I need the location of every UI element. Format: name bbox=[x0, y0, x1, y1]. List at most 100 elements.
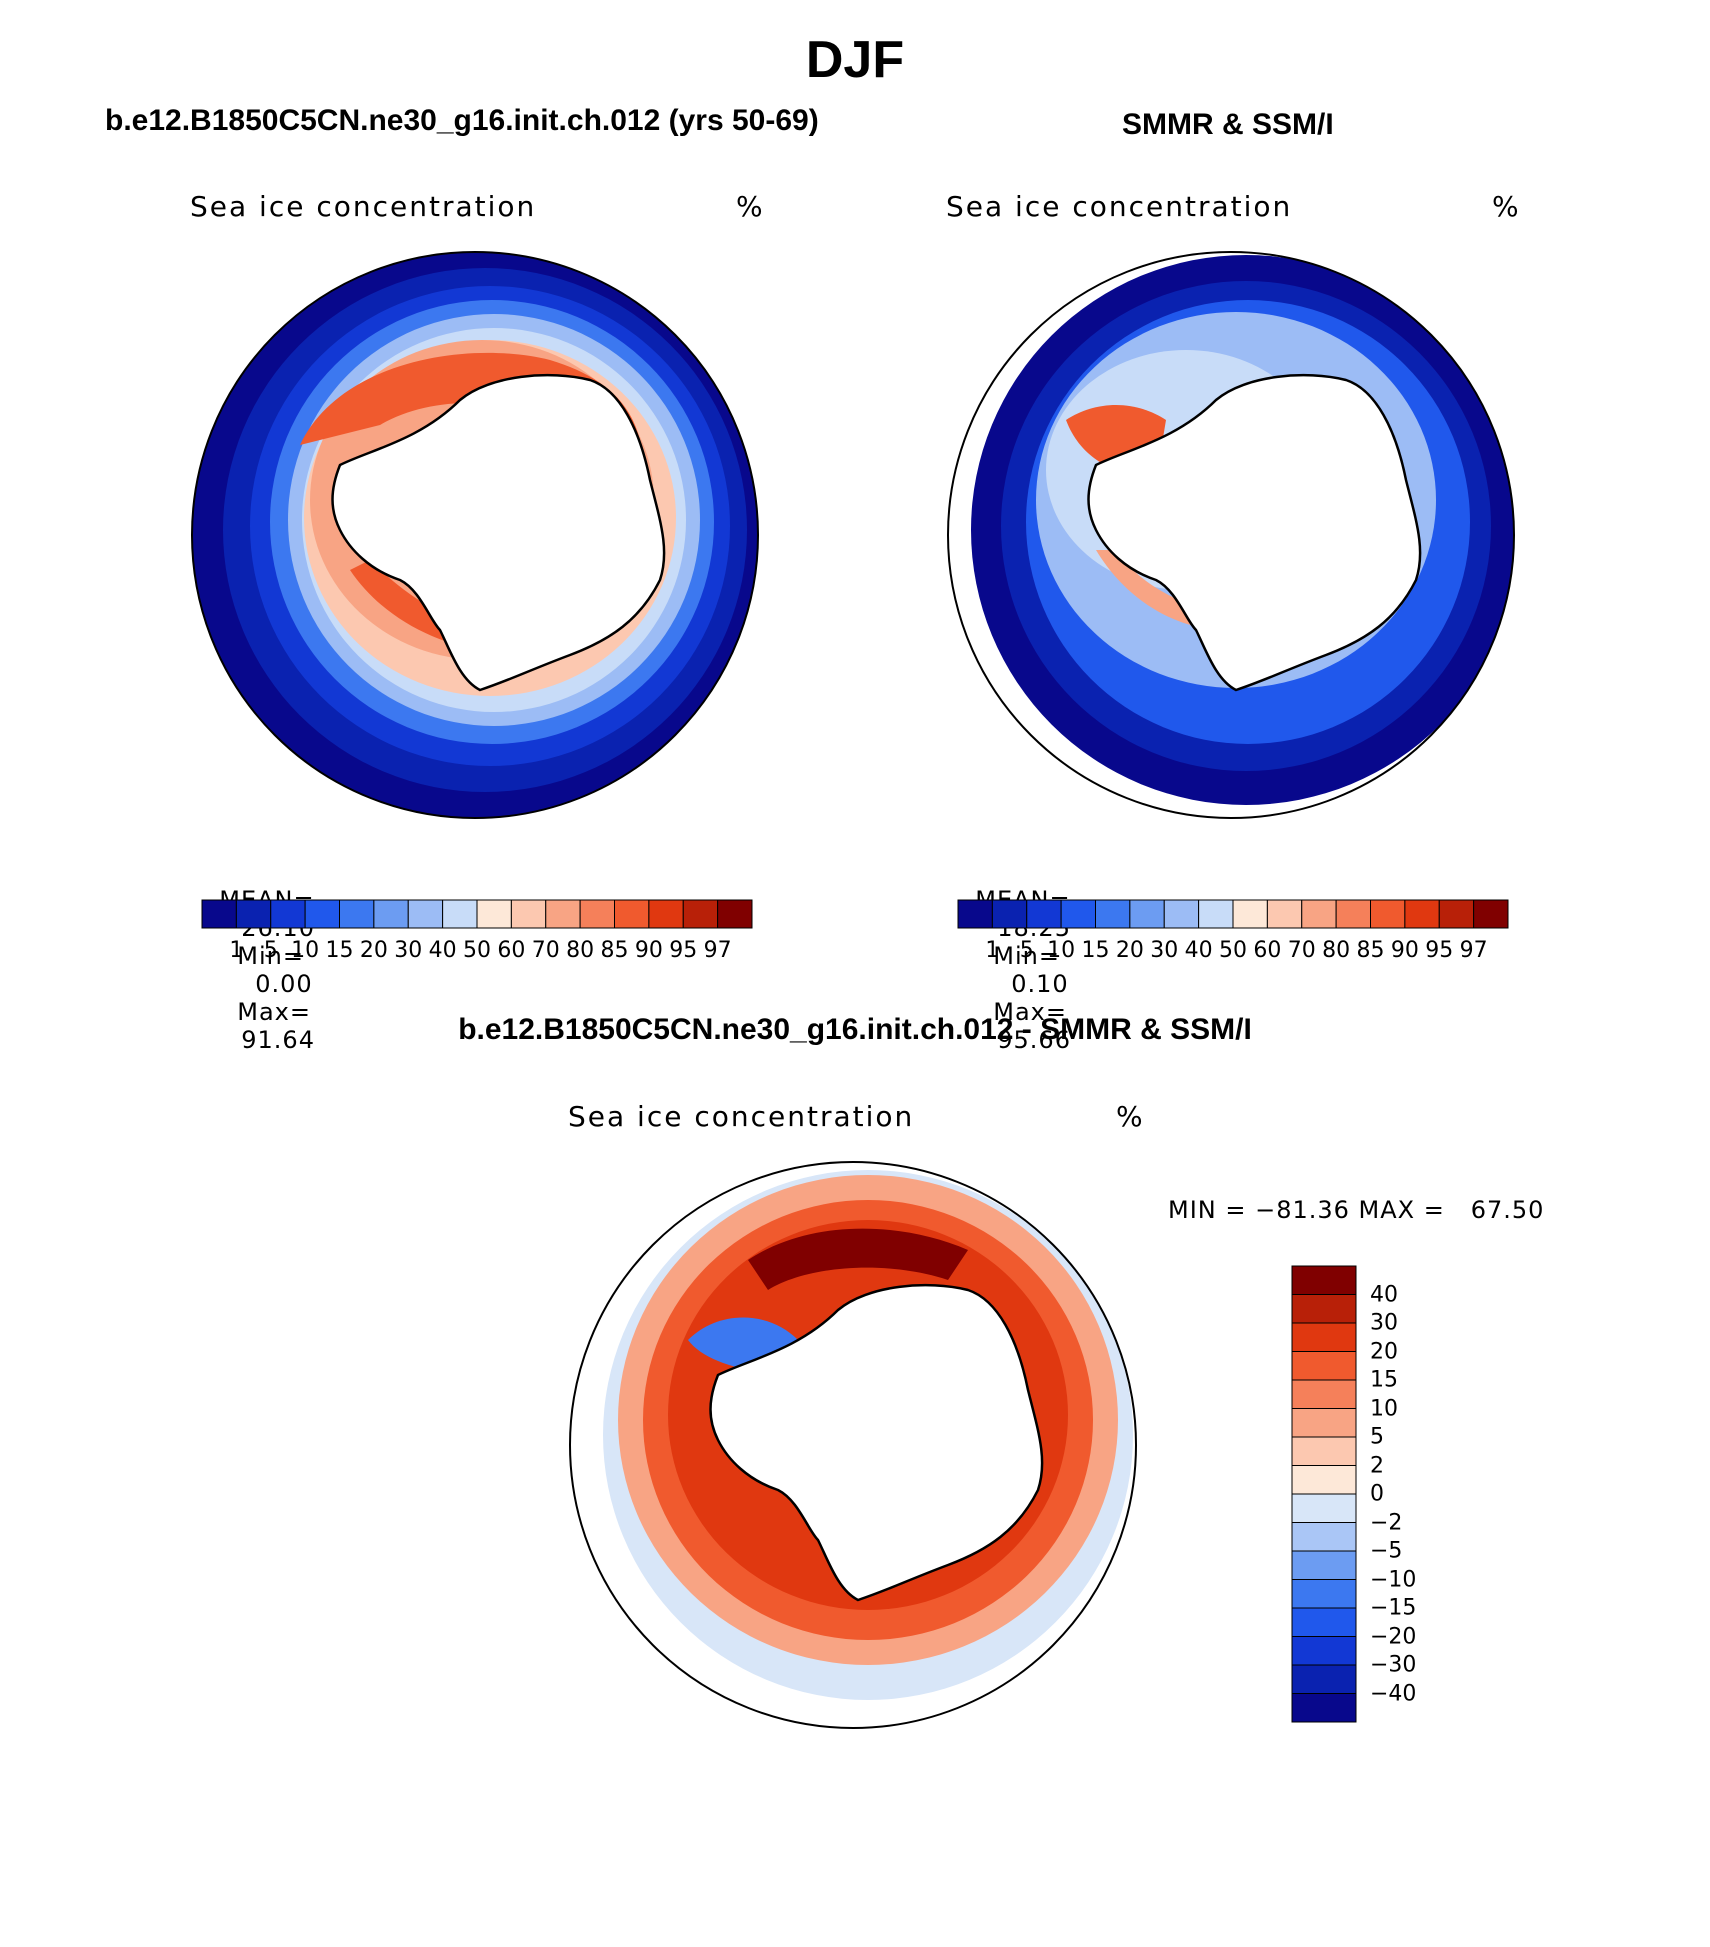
colorbar-swatch bbox=[1291, 1693, 1357, 1723]
diff-colorbar-labels: 40 30 20 15 10 5 2 0 −2 −5 −10 −15 −20 −30 −40 bbox=[1370, 1266, 1450, 1722]
colorbar-swatch bbox=[1291, 1265, 1357, 1295]
colorbar-tick-label: −10 bbox=[1370, 1567, 1417, 1592]
colorbar-swatch bbox=[1301, 899, 1337, 929]
colorbar-swatch bbox=[1291, 1436, 1357, 1466]
colorbar-tick-label: −40 bbox=[1370, 1681, 1417, 1706]
colorbar-swatch bbox=[201, 899, 237, 929]
colorbar-tick-label: 5 bbox=[1370, 1424, 1384, 1450]
colorbar-swatch bbox=[1291, 1465, 1357, 1495]
model-polar-map bbox=[191, 251, 759, 819]
colorbar-tick-label: 20 bbox=[1115, 938, 1144, 963]
colorbar-swatch bbox=[1291, 1664, 1357, 1694]
colorbar-tick-label: 40 bbox=[428, 938, 457, 963]
colorbar-swatch bbox=[1438, 899, 1475, 929]
colorbar-swatch bbox=[1291, 1322, 1357, 1352]
obs-polar-map bbox=[947, 251, 1515, 819]
colorbar-swatch bbox=[1473, 899, 1509, 929]
obs-variable-label: Sea ice concentration bbox=[946, 190, 1293, 223]
colorbar-swatch bbox=[1266, 899, 1303, 929]
colorbar-tick-label: 5 bbox=[1019, 938, 1034, 963]
diff-panel-title: b.e12.B1850C5CN.ne30_g16.init.ch.012 - S… bbox=[458, 1013, 1252, 1046]
colorbar-tick-label: 2 bbox=[1370, 1453, 1384, 1478]
colorbar-tick-label: −2 bbox=[1370, 1510, 1403, 1535]
colorbar-tick-label: 1 bbox=[229, 938, 244, 963]
obs-min-label: Min= bbox=[993, 942, 1060, 970]
obs-colorbar bbox=[957, 899, 1509, 929]
colorbar-swatch bbox=[957, 899, 993, 929]
colorbar-swatch bbox=[339, 899, 375, 929]
model-min-label: Min= bbox=[237, 942, 304, 970]
colorbar-swatch bbox=[717, 899, 753, 929]
colorbar-tick-label: 30 bbox=[1150, 938, 1179, 963]
diff-minmax: MIN = −81.36 MAX = 67.50 bbox=[1168, 1196, 1545, 1224]
colorbar-tick-label: 85 bbox=[600, 938, 629, 963]
colorbar-tick-label: 30 bbox=[394, 938, 423, 963]
colorbar-swatch bbox=[1291, 1550, 1357, 1580]
colorbar-swatch bbox=[1291, 1636, 1357, 1666]
colorbar-tick-label: 80 bbox=[1322, 938, 1351, 963]
obs-max-value: 95.66 bbox=[997, 1026, 1071, 1054]
colorbar-swatch bbox=[1232, 899, 1268, 929]
colorbar-tick-label: 15 bbox=[325, 938, 354, 963]
colorbar-swatch bbox=[304, 899, 340, 929]
obs-colorbar-labels: 1 5 10 15 20 30 40 50 60 70 80 85 90 95 97 bbox=[958, 938, 1508, 966]
colorbar-tick-label: 10 bbox=[1047, 938, 1076, 963]
colorbar-tick-label: 97 bbox=[1459, 938, 1488, 963]
diff-polar-map bbox=[569, 1161, 1137, 1729]
obs-max-label: Max= bbox=[993, 998, 1067, 1026]
colorbar-tick-label: 10 bbox=[291, 938, 320, 963]
model-colorbar bbox=[201, 899, 753, 929]
model-units-label: % bbox=[736, 190, 765, 223]
colorbar-tick-label: 0 bbox=[1370, 1481, 1384, 1507]
colorbar-swatch bbox=[648, 899, 684, 929]
colorbar-tick-label: 90 bbox=[1390, 938, 1419, 963]
obs-panel-title: SMMR & SSM/I bbox=[1122, 108, 1334, 141]
colorbar-swatch bbox=[1198, 899, 1234, 929]
colorbar-tick-label: 1 bbox=[985, 938, 1000, 963]
colorbar-tick-label: 10 bbox=[1370, 1396, 1398, 1421]
diff-units-label: % bbox=[1116, 1100, 1145, 1133]
colorbar-swatch bbox=[510, 899, 547, 929]
colorbar-swatch bbox=[1129, 899, 1165, 929]
colorbar-swatch bbox=[1291, 1522, 1357, 1552]
colorbar-tick-label: −15 bbox=[1370, 1595, 1417, 1621]
colorbar-tick-label: 97 bbox=[703, 938, 732, 963]
colorbar-swatch bbox=[1370, 899, 1406, 929]
colorbar-tick-label: 90 bbox=[634, 938, 663, 963]
model-variable-label: Sea ice concentration bbox=[190, 190, 537, 223]
diff-variable-label: Sea ice concentration bbox=[568, 1100, 915, 1133]
model-colorbar-labels: 1 5 10 15 20 30 40 50 60 70 80 85 90 95 97 bbox=[202, 938, 752, 966]
colorbar-swatch bbox=[1163, 899, 1200, 929]
colorbar-tick-label: −30 bbox=[1370, 1652, 1417, 1678]
colorbar-tick-label: 50 bbox=[463, 938, 491, 963]
antarctica-outline bbox=[709, 1283, 1044, 1602]
colorbar-tick-label: 85 bbox=[1356, 938, 1385, 963]
colorbar-swatch bbox=[407, 899, 444, 929]
colorbar-swatch bbox=[1335, 899, 1371, 929]
colorbar-swatch bbox=[373, 899, 409, 929]
colorbar-tick-label: 30 bbox=[1370, 1310, 1398, 1336]
colorbar-swatch bbox=[1060, 899, 1096, 929]
colorbar-tick-label: 15 bbox=[1081, 938, 1110, 963]
colorbar-tick-label: 20 bbox=[359, 938, 388, 963]
antarctica-outline bbox=[331, 373, 666, 692]
diff-colorbar bbox=[1291, 1265, 1357, 1723]
colorbar-tick-label: 40 bbox=[1370, 1282, 1398, 1307]
antarctica-outline bbox=[1087, 373, 1422, 692]
colorbar-tick-label: 15 bbox=[1370, 1367, 1398, 1393]
figure-title: DJF bbox=[805, 31, 905, 89]
model-max-value: 91.64 bbox=[241, 1026, 315, 1054]
colorbar-tick-label: 70 bbox=[1287, 938, 1316, 963]
model-max-label: Max= bbox=[237, 998, 311, 1026]
colorbar-tick-label: 40 bbox=[1184, 938, 1213, 963]
colorbar-swatch bbox=[1291, 1579, 1357, 1609]
colorbar-tick-label: 70 bbox=[531, 938, 560, 963]
colorbar-swatch bbox=[1291, 1493, 1357, 1523]
colorbar-swatch bbox=[1291, 1607, 1357, 1637]
colorbar-swatch bbox=[1291, 1294, 1357, 1324]
colorbar-tick-label: 95 bbox=[669, 938, 698, 963]
colorbar-swatch bbox=[614, 899, 650, 929]
colorbar-tick-label: 50 bbox=[1219, 938, 1247, 963]
colorbar-swatch bbox=[1404, 899, 1440, 929]
obs-min-value: 0.10 bbox=[1011, 970, 1069, 998]
